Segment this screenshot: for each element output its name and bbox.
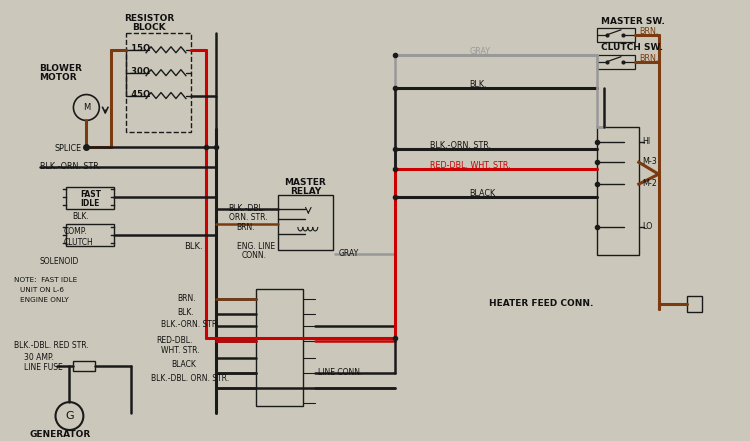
- Text: BLK.-ORN. STR.: BLK.-ORN. STR.: [430, 141, 490, 150]
- Bar: [686, 295, 703, 311]
- Bar: [597, 127, 639, 255]
- Text: GRAY: GRAY: [338, 249, 358, 258]
- Text: CONN.: CONN.: [242, 251, 267, 260]
- Text: BRN.: BRN.: [639, 27, 658, 36]
- Text: SOLENOID: SOLENOID: [40, 257, 79, 266]
- Text: RED-DBL. WHT. STR.: RED-DBL. WHT. STR.: [430, 161, 510, 170]
- Text: MOTOR: MOTOR: [40, 73, 77, 82]
- Text: LINE FUSE: LINE FUSE: [24, 363, 62, 372]
- Text: HEATER FEED CONN.: HEATER FEED CONN.: [490, 299, 594, 307]
- Text: IDLE: IDLE: [81, 199, 100, 208]
- Bar: [74, 361, 95, 371]
- Text: BLK.-ORN. STR.: BLK.-ORN. STR.: [40, 162, 101, 171]
- Text: BLK.-DBL. RED STR.: BLK.-DBL. RED STR.: [13, 341, 88, 351]
- Bar: [278, 195, 333, 250]
- Bar: [256, 289, 303, 406]
- Text: ENGINE ONLY: ENGINE ONLY: [20, 297, 68, 303]
- Text: ENG. LINE: ENG. LINE: [237, 242, 274, 251]
- Text: BLACK: BLACK: [171, 360, 196, 369]
- Text: WHT. STR.: WHT. STR.: [161, 346, 200, 355]
- Text: FAST: FAST: [80, 190, 100, 199]
- Bar: [597, 28, 634, 42]
- Text: BRN.: BRN.: [237, 223, 255, 232]
- Text: GENERATOR: GENERATOR: [30, 430, 91, 439]
- Text: M: M: [82, 103, 90, 112]
- Text: BRN.: BRN.: [639, 54, 658, 63]
- Text: UNIT ON L-6: UNIT ON L-6: [20, 287, 64, 293]
- Text: BLK.-DBL. ORN. STR.: BLK.-DBL. ORN. STR.: [151, 374, 230, 383]
- Text: RELAY: RELAY: [290, 187, 321, 196]
- Text: RED-DBL.: RED-DBL.: [156, 336, 193, 345]
- Text: ORN. STR.: ORN. STR.: [229, 213, 267, 222]
- Text: LO: LO: [643, 222, 653, 231]
- Bar: [597, 55, 634, 69]
- Text: BLK.: BLK.: [73, 212, 89, 221]
- Text: BLK.: BLK.: [177, 307, 194, 317]
- Text: BLK.-DBL.: BLK.-DBL.: [229, 204, 266, 213]
- Text: BLK.-ORN. STR.: BLK.-ORN. STR.: [161, 321, 220, 329]
- Text: SPLICE: SPLICE: [55, 144, 82, 153]
- Text: GRAY: GRAY: [470, 47, 490, 56]
- Bar: [126, 33, 190, 132]
- Text: .45Ω: .45Ω: [128, 90, 150, 99]
- Text: 30 AMP.: 30 AMP.: [24, 353, 53, 363]
- Text: NOTE:  FAST IDLE: NOTE: FAST IDLE: [13, 277, 77, 283]
- Bar: [67, 224, 114, 246]
- Bar: [67, 187, 114, 209]
- Text: G: G: [65, 411, 74, 421]
- Text: HI: HI: [643, 137, 651, 146]
- Text: BLK.: BLK.: [470, 80, 487, 89]
- Text: M-2: M-2: [643, 179, 658, 188]
- Text: LINE CONN.: LINE CONN.: [318, 368, 363, 377]
- Text: MASTER SW.: MASTER SW.: [601, 17, 664, 26]
- Text: BLACK: BLACK: [470, 189, 496, 198]
- Text: BLK.: BLK.: [184, 242, 203, 251]
- Text: MASTER: MASTER: [284, 178, 326, 187]
- Text: BRN.: BRN.: [177, 294, 196, 303]
- Text: .30Ω: .30Ω: [128, 67, 150, 76]
- Text: BLOWER: BLOWER: [40, 64, 82, 73]
- Text: BLOCK: BLOCK: [132, 23, 166, 32]
- Text: .15Ω: .15Ω: [128, 44, 150, 53]
- Text: CLUTCH SW.: CLUTCH SW.: [601, 43, 663, 52]
- Text: CLUTCH: CLUTCH: [64, 238, 93, 247]
- Text: COMP.: COMP.: [64, 227, 87, 236]
- Text: M-3: M-3: [643, 157, 658, 166]
- Text: RESISTOR: RESISTOR: [124, 14, 174, 23]
